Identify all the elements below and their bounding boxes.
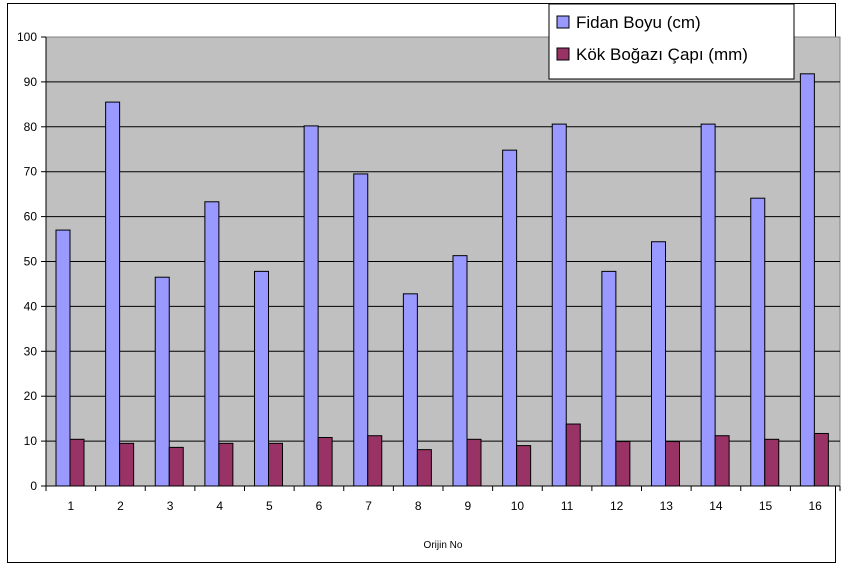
bar-kok-bogazi-10 [516, 445, 532, 487]
x-tick-label: 14 [709, 499, 723, 513]
y-tick-label: 100 [17, 30, 37, 44]
x-tick-label: 7 [365, 499, 372, 513]
y-tick-label: 40 [24, 299, 38, 313]
x-tick-label: 15 [759, 499, 773, 513]
legend-label: Fidan Boyu (cm) [576, 13, 701, 32]
x-tick-label: 9 [464, 499, 471, 513]
x-tick-label: 4 [216, 499, 223, 513]
x-tick-label: 12 [610, 499, 624, 513]
y-axis-ticks: 0 10 20 30 40 50 60 70 80 90 100 [17, 30, 46, 493]
y-tick-label: 30 [24, 344, 38, 358]
y-tick-label: 10 [24, 434, 38, 448]
bar-kok-bogazi-9 [466, 438, 482, 487]
x-axis-title: Orijin No [424, 540, 463, 551]
legend: Fidan Boyu (cm) Kök Boğazı Çapı (mm) [548, 3, 795, 80]
bar-kok-bogazi-2 [119, 442, 135, 487]
y-tick-label: 0 [30, 479, 37, 493]
bar-kok-bogazi-4 [218, 442, 234, 487]
bar-fidan-boyu-11 [551, 123, 567, 487]
x-tick-label: 6 [316, 499, 323, 513]
bar-kok-bogazi-7 [367, 435, 383, 487]
bar-fidan-boyu-14 [700, 123, 716, 487]
x-tick-label: 1 [67, 499, 74, 513]
bar-fidan-boyu-6 [303, 125, 319, 487]
bar-kok-bogazi-3 [168, 446, 184, 487]
y-tick-label: 70 [24, 165, 38, 179]
bar-fidan-boyu-15 [750, 197, 766, 487]
bar-kok-bogazi-14 [714, 435, 730, 487]
bar-kok-bogazi-11 [565, 423, 581, 487]
x-tick-label: 5 [266, 499, 273, 513]
bar-kok-bogazi-12 [615, 441, 631, 487]
y-tick-label: 50 [24, 255, 38, 269]
bar-fidan-boyu-16 [799, 73, 815, 487]
x-tick-label: 13 [660, 499, 674, 513]
bar-fidan-boyu-5 [254, 270, 269, 487]
bar-fidan-boyu-7 [353, 173, 369, 487]
x-tick-label: 3 [167, 499, 174, 513]
y-tick-label: 60 [24, 210, 38, 224]
legend-label: Kök Boğazı Çapı (mm) [576, 45, 748, 64]
bar-fidan-boyu-10 [502, 149, 518, 487]
x-tick-label: 10 [511, 499, 525, 513]
bar-kok-bogazi-15 [764, 438, 780, 487]
bar-fidan-boyu-2 [105, 101, 121, 487]
bar-kok-bogazi-1 [69, 438, 85, 487]
bar-fidan-boyu-13 [651, 241, 666, 487]
bar-fidan-boyu-12 [601, 270, 617, 487]
bar-kok-bogazi-8 [416, 449, 432, 487]
bar-fidan-boyu-3 [154, 276, 170, 487]
bar-fidan-boyu-4 [204, 201, 220, 487]
bar-fidan-boyu-8 [402, 293, 418, 487]
y-tick-label: 90 [24, 75, 38, 89]
x-tick-label: 2 [117, 499, 124, 513]
bar-kok-bogazi-16 [813, 432, 829, 487]
y-tick-label: 20 [24, 389, 38, 403]
x-tick-label: 16 [809, 499, 823, 513]
y-tick-label: 80 [24, 120, 38, 134]
legend-box [548, 3, 795, 80]
x-tick-label: 11 [561, 499, 574, 513]
bar-kok-bogazi-13 [665, 441, 680, 487]
bar-fidan-boyu-1 [55, 229, 71, 487]
bar-kok-bogazi-6 [317, 437, 333, 487]
legend-swatch [556, 47, 570, 61]
x-axis-ticks: 1 2 3 4 5 6 7 8 9 10 11 12 13 14 15 16 [45, 486, 841, 513]
bar-fidan-boyu-9 [452, 255, 468, 487]
legend-swatch [556, 15, 570, 29]
x-tick-label: 8 [415, 499, 422, 513]
bar-kok-bogazi-5 [268, 442, 283, 487]
